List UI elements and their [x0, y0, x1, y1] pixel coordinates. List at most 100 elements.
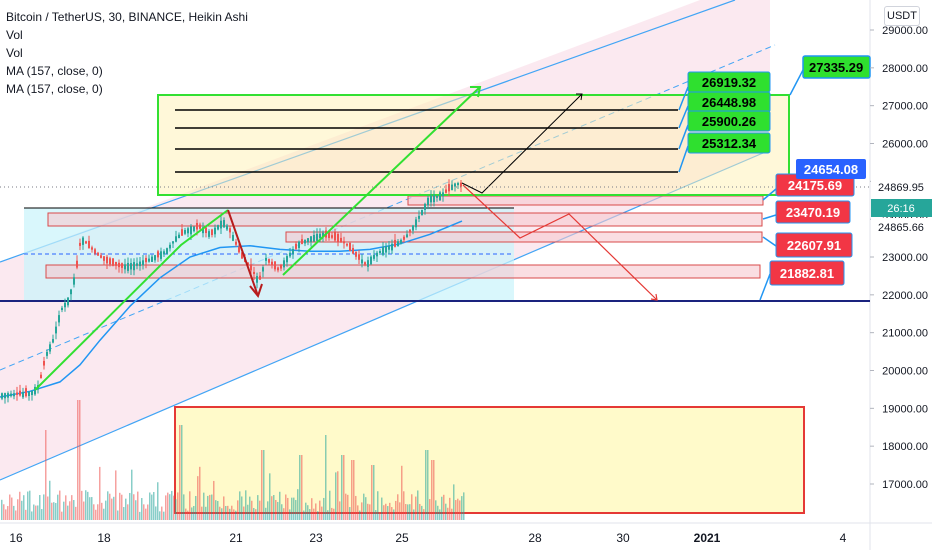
candle-body [289, 252, 291, 257]
volume-bar [365, 497, 367, 520]
target-box[interactable] [157, 94, 790, 196]
price-label-24175-text: 24175.69 [788, 178, 842, 193]
volume-bar [151, 494, 153, 520]
bull-arrow-2[interactable] [282, 86, 481, 276]
bull-arrow-1[interactable] [34, 209, 229, 391]
volume-bar [93, 504, 95, 520]
time-tick-label: 21 [229, 531, 243, 545]
volume-bar [459, 500, 461, 520]
price-label-25312[interactable]: 25312.34 [687, 132, 771, 154]
support-zone-4[interactable] [45, 264, 761, 279]
volume-bar [217, 500, 219, 520]
price-label-26448[interactable]: 26448.98 [687, 91, 771, 113]
time-axis[interactable]: 16 18 21 23 25 28 30 2021 4 [9, 531, 846, 545]
symbol-title[interactable]: Bitcoin / TetherUS, 30, BINANCE, Heikin … [6, 10, 248, 24]
candle-body [34, 386, 36, 395]
candle-body [103, 256, 105, 261]
candle-body [115, 261, 117, 266]
candle-body [79, 242, 81, 246]
candle-body [301, 239, 303, 244]
candle-body [112, 258, 114, 266]
volume-bar [27, 491, 29, 520]
volume-bar [325, 435, 327, 520]
price-label-24175[interactable]: 24175.69 [775, 173, 855, 197]
projection-down[interactable] [462, 184, 658, 301]
support-zone-3[interactable] [285, 231, 763, 243]
ma-line[interactable] [0, 220, 463, 398]
volume-bar [133, 494, 135, 520]
indicator-volume-2[interactable]: Vol [6, 46, 23, 60]
volume-bar [179, 425, 181, 520]
candle-body [64, 302, 66, 308]
volume-bar [71, 495, 73, 520]
candle-body [331, 235, 333, 238]
price-callouts[interactable]: 26919.32 26448.98 25900.26 25312.34 2733… [687, 55, 871, 286]
volume-bar [329, 490, 331, 520]
candle-body [373, 254, 375, 259]
volume-bar [29, 490, 31, 520]
volume-bar [209, 494, 211, 520]
volume-bar [349, 507, 351, 520]
volume-bar [173, 495, 175, 520]
candle-body [49, 344, 51, 352]
price-label-26919[interactable]: 26919.32 [687, 71, 771, 93]
axis-marker-countdown[interactable]: 26:16 [871, 199, 932, 217]
indicator-volume-1[interactable]: Vol [6, 28, 23, 42]
volume-bar [185, 508, 187, 520]
volume-bar [73, 500, 75, 520]
volume-bar [393, 509, 395, 520]
axis-marker-last[interactable]: 24869.95 [871, 178, 932, 196]
volume-bar [191, 507, 193, 520]
candle-body [4, 393, 6, 399]
price-label-27335[interactable]: 27335.29 [802, 55, 871, 79]
volume-bar [405, 504, 407, 520]
price-axis-bg[interactable] [870, 0, 932, 550]
axis-marker-blue[interactable]: 24654.08 [796, 159, 866, 179]
volume-bar [97, 504, 99, 520]
volume-bar [115, 470, 117, 520]
volume-bar [453, 484, 455, 520]
resistance-zone-1[interactable] [407, 195, 764, 206]
volume-bar [81, 490, 83, 520]
volume-bar [331, 507, 333, 520]
currency-selector[interactable]: USDT [884, 6, 920, 26]
candle-body [13, 393, 15, 397]
indicator-ma-2[interactable]: MA (157, close, 0) [6, 82, 103, 96]
volume-bar [31, 511, 33, 520]
bear-arrow[interactable] [227, 209, 259, 297]
volume-bar [383, 505, 385, 520]
volume-bar [125, 498, 127, 520]
candle-body [154, 255, 156, 261]
projection-down-head [650, 293, 658, 301]
candle-body [313, 235, 315, 242]
candle-body [316, 233, 318, 241]
volume-bar [107, 491, 109, 520]
price-label-23470[interactable]: 23470.19 [775, 200, 851, 224]
volume-bar [137, 491, 139, 520]
indicator-ma-1[interactable]: MA (157, close, 0) [6, 64, 103, 78]
price-tick-label: 17000.00 [882, 479, 928, 491]
candle-body [100, 255, 102, 258]
volume-bar [123, 507, 125, 520]
price-label-22607[interactable]: 22607.91 [775, 232, 853, 258]
resistance-zone-2[interactable] [47, 212, 763, 227]
price-label-21882[interactable]: 21882.81 [769, 260, 845, 286]
volume-bar [427, 450, 429, 520]
volume-bar [89, 497, 91, 520]
candle-body [181, 229, 183, 236]
candle-body [130, 263, 132, 270]
volume-bar [307, 505, 309, 520]
volume-bar [159, 511, 161, 520]
axis-marker-ma[interactable]: 24865.66 [871, 218, 932, 236]
candle-body [310, 236, 312, 242]
volume-bar [371, 465, 373, 520]
volume-bar [3, 504, 5, 520]
volume-bar [229, 508, 231, 520]
price-label-25900[interactable]: 25900.26 [687, 110, 771, 132]
candle-body [271, 261, 273, 266]
projection-up[interactable] [461, 93, 583, 194]
volume-bar [39, 495, 41, 520]
volume-bar [313, 508, 315, 520]
axis-marker-blue-text: 24654.08 [804, 162, 858, 177]
